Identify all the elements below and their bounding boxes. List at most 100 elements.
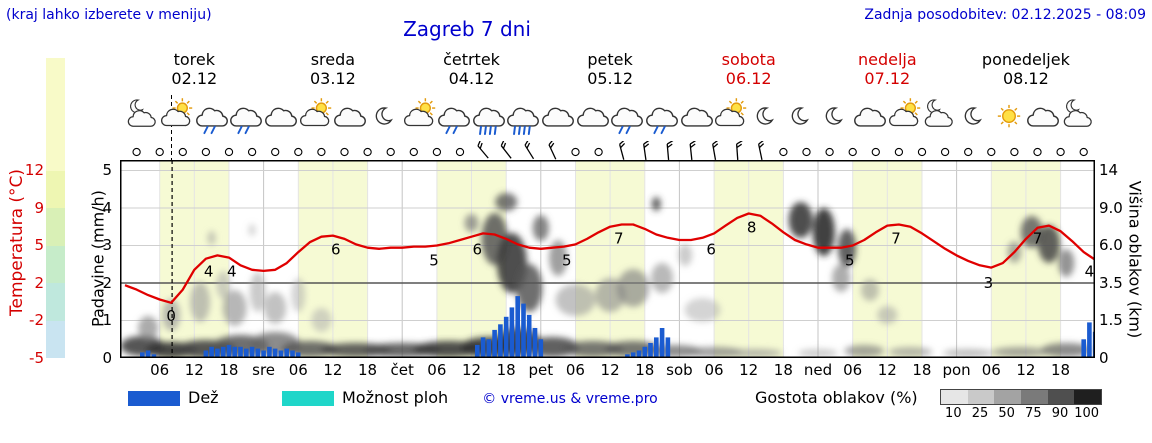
wind-calm-icon bbox=[779, 147, 788, 157]
day-date: 03.12 bbox=[309, 69, 356, 88]
wind-barb-icon bbox=[619, 141, 626, 160]
weather-icon-rain bbox=[645, 94, 679, 144]
temp-scale-segment bbox=[46, 208, 65, 246]
x-tick-label: 12 bbox=[600, 361, 620, 379]
cloud-tick: 6.0 bbox=[1099, 236, 1123, 254]
temp-scale-segment bbox=[46, 170, 65, 208]
precip-tick: 1 bbox=[102, 311, 112, 329]
x-tick-label: čet bbox=[390, 361, 414, 379]
wind-calm-icon bbox=[317, 147, 326, 157]
weather-icon-sun bbox=[992, 94, 1026, 144]
wind-calm-icon bbox=[340, 147, 349, 157]
grid-lines bbox=[120, 160, 1095, 358]
wind-calm-icon bbox=[871, 147, 880, 157]
wind-calm-icon bbox=[987, 147, 996, 157]
svg-text:4: 4 bbox=[227, 263, 237, 281]
wind-barb-icon bbox=[477, 141, 489, 159]
wind-calm-icon bbox=[409, 147, 418, 157]
weather-icon-sun-cloud bbox=[403, 94, 437, 144]
temp-tick: 2 bbox=[34, 273, 44, 292]
wind-barb-icon bbox=[689, 141, 697, 161]
wind-calm-icon bbox=[455, 147, 465, 157]
x-tick-label: pon bbox=[942, 361, 971, 379]
cloud-tick: 3.5 bbox=[1099, 273, 1123, 292]
weather-icon-cloud bbox=[576, 94, 610, 144]
wind-calm-icon bbox=[363, 147, 372, 157]
showers-legend-swatch bbox=[282, 391, 334, 406]
weather-icon-heavy-rain bbox=[506, 94, 540, 144]
wind-calm-icon bbox=[917, 147, 927, 157]
weather-icon-moon bbox=[957, 94, 991, 144]
wind-calm-icon bbox=[224, 147, 234, 157]
wind-calm-icon bbox=[432, 147, 442, 157]
cloud-density-layer bbox=[120, 193, 1092, 358]
x-tick-label: 12 bbox=[184, 361, 204, 379]
temperature-color-scale bbox=[46, 58, 65, 358]
wind-calm-icon bbox=[386, 147, 395, 157]
location-hint: (kraj lahko izberete v meniju) bbox=[6, 7, 212, 23]
weather-icon-moon bbox=[749, 94, 783, 144]
x-tick-label: sob bbox=[666, 361, 693, 379]
svg-text:4: 4 bbox=[1085, 263, 1095, 281]
temperature-line bbox=[124, 212, 1095, 304]
wind-barb-icon bbox=[643, 141, 650, 161]
svg-text:7: 7 bbox=[891, 230, 901, 248]
weather-icon-cloud bbox=[333, 94, 367, 144]
day-date: 06.12 bbox=[725, 69, 772, 88]
weather-icon-sun-cloud bbox=[160, 94, 194, 144]
cloud-tick: 9.0 bbox=[1099, 198, 1123, 217]
weather-icon-heavy-rain bbox=[472, 94, 506, 144]
weather-icon-moon bbox=[818, 94, 852, 144]
density-segment bbox=[1021, 390, 1048, 404]
wind-calm-icon bbox=[1033, 147, 1042, 157]
x-tick-label: 18 bbox=[219, 361, 239, 379]
weather-icon-cloud bbox=[264, 94, 298, 144]
density-tick-label: 75 bbox=[1025, 406, 1042, 421]
wind-calm-icon bbox=[571, 147, 580, 157]
day-name: četrtek bbox=[443, 50, 500, 69]
wind-calm-icon bbox=[848, 147, 857, 157]
density-segment bbox=[994, 390, 1022, 404]
temp-scale-segment bbox=[46, 245, 65, 283]
temp-scale-segment bbox=[46, 58, 65, 171]
temp-tick: 12 bbox=[24, 161, 44, 179]
weather-icon-sun-cloud bbox=[299, 94, 333, 144]
wind-barb-icon bbox=[524, 141, 535, 160]
svg-text:5: 5 bbox=[845, 252, 855, 270]
wind-calm-icon bbox=[247, 147, 257, 157]
copyright-link[interactable]: © vreme.us & vreme.pro bbox=[482, 391, 658, 407]
x-tick-label: 06 bbox=[288, 361, 308, 379]
wind-calm-icon bbox=[594, 147, 603, 157]
current-time-line bbox=[171, 95, 172, 160]
x-tick-label: 12 bbox=[461, 361, 482, 379]
x-tick-label: 06 bbox=[981, 361, 1001, 379]
x-tick-label: 18 bbox=[773, 361, 793, 379]
svg-text:8: 8 bbox=[747, 219, 757, 237]
rain-bars bbox=[140, 296, 1095, 358]
x-tick-label: 06 bbox=[427, 361, 447, 379]
wind-calm-icon bbox=[1010, 147, 1019, 157]
svg-text:0: 0 bbox=[166, 307, 176, 325]
page-title: Zagreb 7 dni bbox=[403, 17, 531, 41]
precip-tick: 5 bbox=[102, 161, 112, 179]
wind-calm-icon bbox=[155, 147, 164, 157]
weather-icon-cloud bbox=[680, 94, 714, 144]
temp-tick: -2 bbox=[29, 311, 44, 329]
svg-text:5: 5 bbox=[429, 252, 439, 270]
weather-icon-rain bbox=[610, 94, 644, 144]
weather-icon-sun-cloud bbox=[888, 94, 922, 144]
weather-icon-cloud bbox=[1026, 94, 1060, 144]
temp-tick: 9 bbox=[34, 198, 44, 217]
svg-text:6: 6 bbox=[331, 241, 341, 259]
svg-text:6: 6 bbox=[473, 241, 483, 259]
day-name: petek bbox=[587, 50, 633, 69]
wind-calm-icon bbox=[894, 147, 904, 157]
x-tick-label: 12 bbox=[1016, 361, 1036, 379]
wind-symbols-row bbox=[132, 141, 1088, 161]
day-name: ponedeljek bbox=[981, 50, 1070, 69]
wind-barb-icon bbox=[666, 141, 674, 161]
svg-text:4: 4 bbox=[204, 263, 214, 281]
